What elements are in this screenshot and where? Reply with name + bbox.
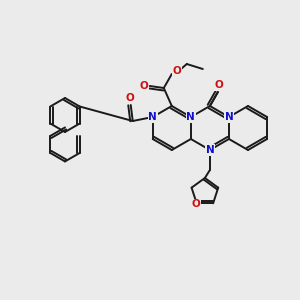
Text: N: N (206, 145, 214, 155)
Text: O: O (125, 93, 134, 103)
Text: O: O (191, 199, 200, 209)
Text: O: O (214, 80, 223, 90)
Text: O: O (172, 66, 181, 76)
Text: O: O (140, 81, 148, 91)
Text: N: N (187, 112, 195, 122)
Text: N: N (225, 112, 233, 122)
Text: N: N (148, 112, 157, 122)
